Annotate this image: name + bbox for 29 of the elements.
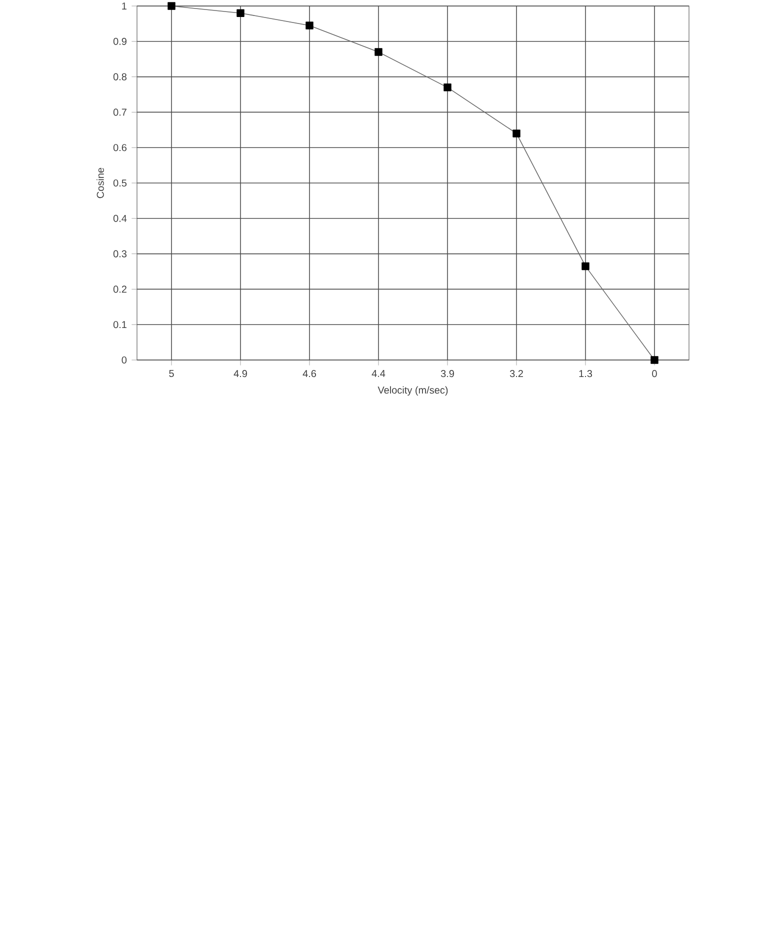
y-tick-label: 0.8	[113, 73, 127, 80]
x-tick-label: 4.9	[234, 370, 247, 378]
x-tick-label: 4.6	[302, 370, 316, 378]
point	[374, 48, 382, 56]
x-tick-label: 1.3	[579, 370, 592, 378]
y-tick-label: 0.4	[113, 214, 127, 222]
point	[236, 9, 244, 17]
y-tick-label: 0.5	[113, 179, 127, 187]
y-tick-label: 0.3	[113, 250, 127, 258]
point	[168, 2, 176, 10]
y-tick-label: 1	[122, 2, 126, 10]
x-tick-label: 5	[169, 370, 174, 378]
x-tick-label: 4.4	[372, 370, 386, 377]
point	[650, 356, 658, 364]
x-tick-label: 3.2	[510, 370, 523, 378]
y-tick-label: 0	[122, 356, 127, 364]
y-tick-label: 0.1	[113, 321, 126, 328]
point	[582, 262, 590, 270]
y-axis-title: Cosine	[96, 168, 104, 198]
x-tick-label: 0	[652, 370, 657, 378]
point	[444, 84, 452, 92]
y-tick-label: 0.7	[113, 108, 126, 116]
x-tick-label: 3.9	[440, 370, 454, 378]
y-tick-label: 0.9	[113, 38, 126, 45]
y-tick-label: 0.6	[113, 144, 127, 152]
point	[306, 22, 314, 30]
y-tick-label: 0.2	[113, 286, 126, 293]
point	[512, 130, 520, 138]
x-axis-title: Velocity (m/sec)	[378, 386, 448, 396]
